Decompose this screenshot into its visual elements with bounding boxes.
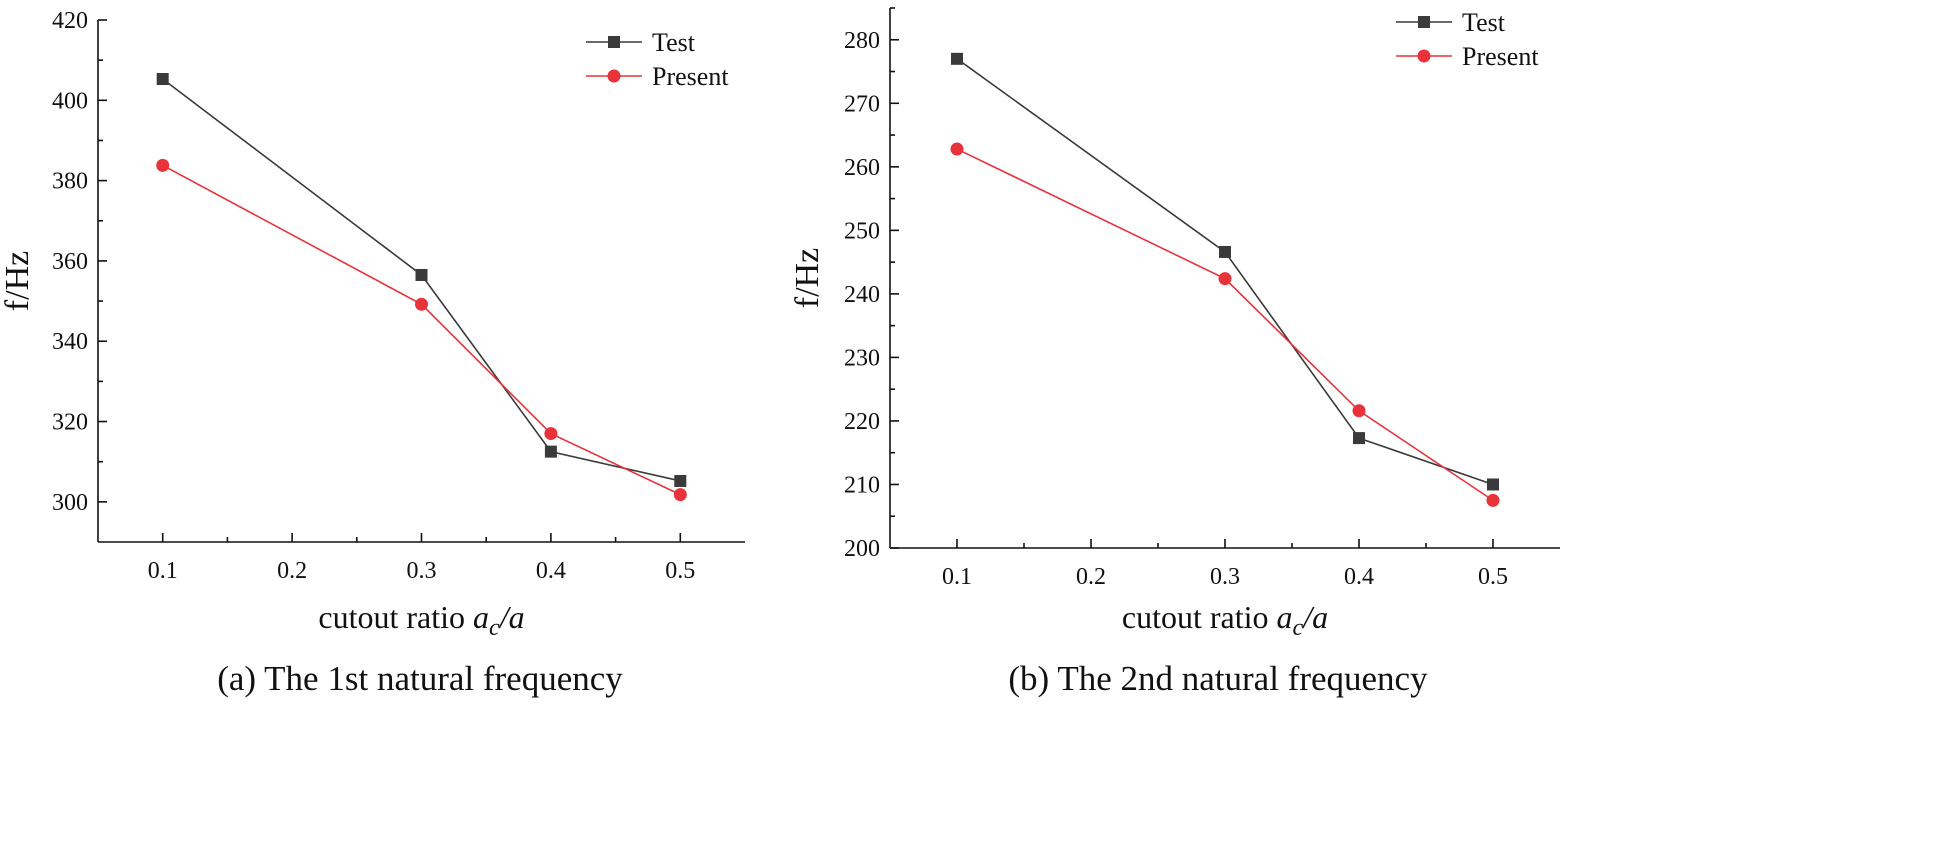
data-point-present <box>673 488 687 502</box>
x-tick-label: 0.5 <box>665 558 695 584</box>
x-axis-label-sub: c <box>489 615 500 641</box>
legend-label-present: Present <box>1462 42 1539 71</box>
series-line-present <box>162 164 681 496</box>
y-tick-label: 280 <box>844 28 880 54</box>
legend-label-test: Test <box>1462 8 1506 37</box>
y-tick-label: 380 <box>52 169 88 195</box>
x-tick-label: 0.1 <box>942 564 972 590</box>
data-point-test <box>674 474 687 487</box>
x-tick-label: 0.4 <box>1344 564 1374 590</box>
x-axis-label-var: a <box>473 599 489 635</box>
x-axis-label-prefix: cutout ratio <box>1122 599 1277 635</box>
y-tick-label: 400 <box>52 88 88 114</box>
figure-caption: (a) The 1st natural frequency <box>217 659 623 698</box>
data-point-test <box>1353 432 1365 445</box>
data-point-present <box>1218 272 1232 286</box>
data-point-present <box>544 427 558 441</box>
data-point-present <box>156 158 170 172</box>
data-point-test <box>156 73 169 86</box>
legend-marker-test <box>1418 16 1430 28</box>
series-line-test <box>162 78 681 482</box>
x-tick-label: 0.3 <box>407 558 437 584</box>
x-axis-label-var: a <box>1277 599 1293 635</box>
data-point-present <box>1486 493 1500 507</box>
y-tick-label: 200 <box>844 536 880 562</box>
x-axis-label: cutout ratio ac/a <box>318 599 524 641</box>
y-tick-label: 270 <box>844 91 880 117</box>
series-line-test <box>956 58 1494 486</box>
x-axis-label-sub: c <box>1293 615 1304 641</box>
data-point-present <box>950 142 964 156</box>
x-tick-label: 0.5 <box>1478 564 1508 590</box>
legend-label-present: Present <box>652 62 729 91</box>
y-tick-label: 250 <box>844 218 880 244</box>
x-tick-label: 0.2 <box>277 558 307 584</box>
data-point-test <box>1219 245 1231 258</box>
y-axis-label: f/Hz <box>0 251 36 311</box>
y-tick-label: 420 <box>52 8 88 34</box>
y-tick-label: 240 <box>844 282 880 308</box>
y-tick-label: 230 <box>844 345 880 371</box>
series-line-present <box>956 148 1494 502</box>
chart-first-natural-frequency: 300 320 340 360 380 400 420 0.1 0.2 0.3 0.4 0.5 f/Hz… <box>0 8 745 698</box>
x-axis-label-suffix: /a <box>498 599 525 635</box>
x-tick-label: 0.2 <box>1076 564 1106 590</box>
y-tick-label: 210 <box>844 472 880 498</box>
y-tick-label: 260 <box>844 155 880 181</box>
data-point-test <box>1487 478 1499 491</box>
figure-caption: (b) The 2nd natural frequency <box>1008 659 1428 698</box>
x-axis-label-prefix: cutout ratio <box>318 599 473 635</box>
x-tick-label: 0.1 <box>148 558 178 584</box>
data-point-present <box>415 297 428 311</box>
x-tick-label: 0.3 <box>1210 564 1240 590</box>
x-tick-label: 0.4 <box>536 558 566 584</box>
y-tick-label: 220 <box>844 409 880 435</box>
legend-label-test: Test <box>652 28 696 57</box>
legend-marker-test <box>608 36 620 48</box>
x-axis-label-suffix: /a <box>1301 599 1328 635</box>
legend-marker-present <box>607 69 621 83</box>
y-tick-label: 300 <box>52 490 88 516</box>
x-axis-label: cutout ratio ac/a <box>1122 599 1328 641</box>
data-point-test <box>415 268 428 281</box>
legend-marker-present <box>1417 49 1431 63</box>
data-point-present <box>1352 404 1366 418</box>
y-axis-label: f/Hz <box>789 248 826 308</box>
y-tick-label: 340 <box>52 329 88 355</box>
data-point-test <box>544 445 557 458</box>
y-tick-label: 320 <box>52 410 88 436</box>
chart-second-natural-frequency: 200 210 220 230 240 250 260 270 280 0.1 0.2 0.3 0.4 0… <box>789 7 1560 698</box>
y-tick-label: 360 <box>52 249 88 275</box>
data-point-test <box>951 52 963 65</box>
